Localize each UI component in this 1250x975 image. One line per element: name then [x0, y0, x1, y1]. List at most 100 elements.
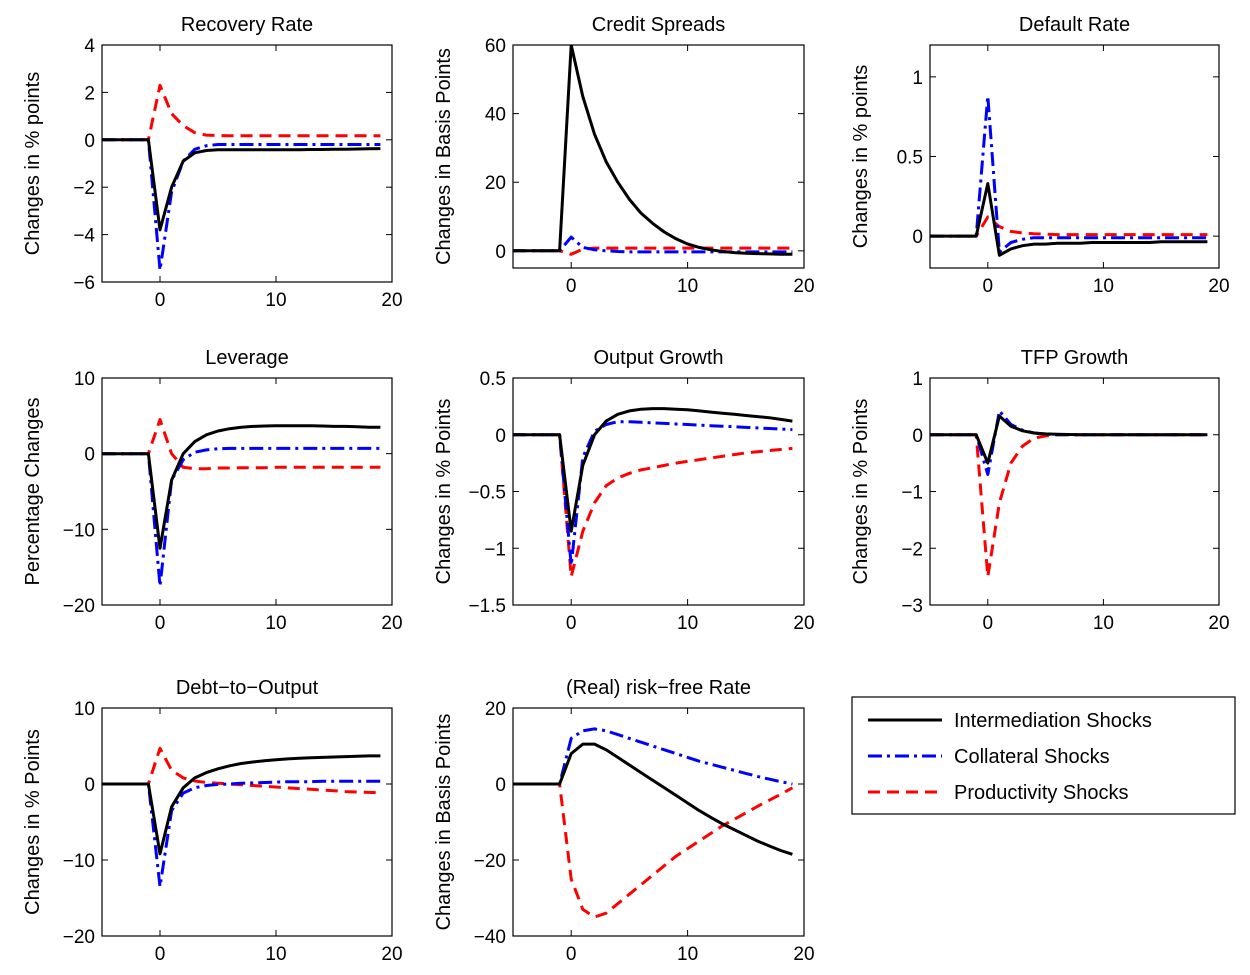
panel-1: 0 10 20 −6 −4 −2 0 2 4 Recovery Rate Changes in % …	[22, 14, 403, 311]
panel-8-xtick-label: 0	[566, 944, 577, 965]
panel-6: 0 10 20 −3 −2 −1 0 1 TFP Growth Changes in % Poin…	[850, 347, 1230, 634]
panel-8-xtick-label: 10	[677, 944, 698, 965]
panel-5-title: Output Growth	[593, 347, 723, 369]
panel-6-axes	[929, 377, 1220, 606]
panel-3-xtick-label: 20	[1208, 276, 1229, 297]
panel-4-ytick-label: 0	[84, 445, 95, 466]
panel-1-ytick-label: −6	[73, 273, 95, 294]
panel-6-ylabel: Changes in % Points	[850, 399, 872, 585]
panel-3-title: Default Rate	[1019, 14, 1130, 36]
panel-1-ytick-label: 2	[84, 83, 95, 104]
panel-5: 0 10 20 −1.5 −1 −0.5 0 0.5 Output Growth Changes …	[433, 347, 815, 634]
panel-6-series	[930, 409, 1208, 579]
panel-6-xtick-label: 0	[983, 613, 994, 634]
panel-7-ytick-label: 10	[74, 699, 95, 720]
panel-2-axes	[512, 44, 805, 269]
panel-2-ytick-label: 0	[495, 242, 506, 263]
panel-8-ytick-label: −20	[474, 851, 506, 872]
legend-label-collateral: Collateral Shocks	[954, 746, 1110, 768]
panel-5-ytick-label: −1.5	[468, 596, 506, 617]
panel-5-ytick-label: 0	[495, 426, 506, 447]
panel-4: 0 10 20 −20 −10 0 10 Leverage Percentage Changes	[22, 347, 403, 634]
panel-5-xtick-label: 20	[793, 613, 814, 634]
panel-4-series	[102, 418, 381, 588]
panel-8-line-intermediation-shocks	[513, 742, 793, 856]
panel-5-line-intermediation-shocks	[513, 407, 793, 533]
panel-3-line-productivity-shocks	[930, 215, 1208, 238]
panel-6-xtick-label: 10	[1093, 613, 1114, 634]
panel-2-title: Credit Spreads	[592, 14, 725, 36]
panel-2-ytick-label: 60	[485, 36, 506, 57]
panel-5-line-productivity-shocks	[513, 433, 793, 579]
panel-4-axes	[101, 377, 393, 606]
panel-3: 0 10 20 0 0.5 1 Default Rate Changes in % point…	[850, 14, 1230, 297]
panel-4-ylabel: Percentage Changes	[22, 398, 44, 586]
panel-1-series	[102, 83, 381, 272]
panel-8: 0 10 20 −40 −20 0 20 (Real) risk−free Rate Chang…	[433, 677, 815, 965]
panel-6-ytick-label: −1	[901, 483, 923, 504]
panel-4-xtick-label: 20	[381, 613, 402, 634]
panel-3-ytick-label: 1	[912, 68, 923, 89]
panel-6-xtick-label: 20	[1208, 613, 1229, 634]
panel-4-xtick-label: 10	[265, 613, 286, 634]
panel-4-ytick-label: −10	[63, 520, 95, 541]
panel-7-series	[102, 746, 381, 889]
legend-label-productivity: Productivity Shocks	[954, 782, 1129, 804]
panel-6-title: TFP Growth	[1021, 347, 1128, 369]
panel-1-xtick-label: 20	[381, 290, 402, 311]
panel-1-ylabel: Changes in % points	[22, 72, 44, 255]
panel-8-title: (Real) risk−free Rate	[566, 677, 751, 699]
panel-8-line-collateral-shocks	[513, 727, 793, 786]
panel-1-ytick-label: −4	[73, 226, 95, 247]
panel-2-xtick-label: 0	[566, 276, 577, 297]
panel-1-ytick-label: 4	[84, 36, 95, 57]
panel-3-xtick-label: 10	[1093, 276, 1114, 297]
panel-3-xtick-label: 0	[983, 276, 994, 297]
panel-7-ylabel: Changes in % Points	[22, 729, 44, 915]
panel-1-line-productivity-shocks	[102, 83, 381, 142]
panel-8-ylabel: Changes in Basis Points	[433, 714, 455, 931]
panel-8-ytick-label: −40	[474, 927, 506, 948]
panel-6-line-productivity-shocks	[930, 433, 1208, 579]
panel-5-line-collateral-shocks	[513, 420, 793, 567]
panel-2-ylabel: Changes in Basis Points	[433, 48, 455, 265]
panel-8-ytick-label: 0	[495, 775, 506, 796]
panel-3-ytick-label: 0.5	[897, 148, 923, 169]
panel-5-ytick-label: 0.5	[480, 369, 506, 390]
panel-8-series	[513, 727, 794, 919]
panel-1-line-intermediation-shocks	[102, 138, 381, 232]
panel-4-xtick-label: 0	[155, 613, 166, 634]
panel-5-ytick-label: −1	[484, 539, 506, 560]
panel-3-ytick-label: 0	[912, 227, 923, 248]
panel-7-ytick-label: 0	[84, 775, 95, 796]
panel-7-xtick-label: 20	[381, 944, 402, 965]
panel-5-axes	[512, 377, 805, 606]
panel-7-line-productivity-shocks	[102, 746, 381, 795]
panel-6-ytick-label: 0	[912, 426, 923, 447]
panel-3-line-collateral-shocks	[930, 94, 1208, 254]
panel-7-xtick-label: 0	[155, 944, 166, 965]
panel-7-title: Debt−to−Output	[176, 677, 319, 699]
legend-label-intermediation: Intermediation Shocks	[954, 710, 1152, 732]
panel-7-axes	[101, 707, 393, 937]
panel-1-title: Recovery Rate	[181, 14, 313, 36]
panel-4-ytick-label: 10	[74, 369, 95, 390]
panel-7-xtick-label: 10	[265, 944, 286, 965]
panel-1-xtick-label: 10	[265, 290, 286, 311]
panel-2-ytick-label: 40	[485, 105, 506, 126]
panel-2: 0 10 20 0 20 40 60 Credit Spreads Changes in Bas…	[433, 14, 815, 297]
panel-3-series	[930, 94, 1208, 257]
panel-6-ytick-label: 1	[912, 369, 923, 390]
panel-6-ytick-label: −2	[901, 539, 923, 560]
panel-5-ylabel: Changes in % Points	[433, 399, 455, 585]
panel-3-line-intermediation-shocks	[930, 182, 1208, 257]
panel-5-xtick-label: 0	[566, 613, 577, 634]
panel-4-ytick-label: −20	[63, 596, 95, 617]
legend: Intermediation Shocks Collateral Shocks …	[851, 696, 1236, 815]
panel-6-line-collateral-shocks	[930, 409, 1208, 476]
panel-1-xtick-label: 0	[155, 290, 166, 311]
panel-2-line-intermediation-shocks	[513, 45, 793, 256]
panel-8-ytick-label: 20	[485, 699, 506, 720]
